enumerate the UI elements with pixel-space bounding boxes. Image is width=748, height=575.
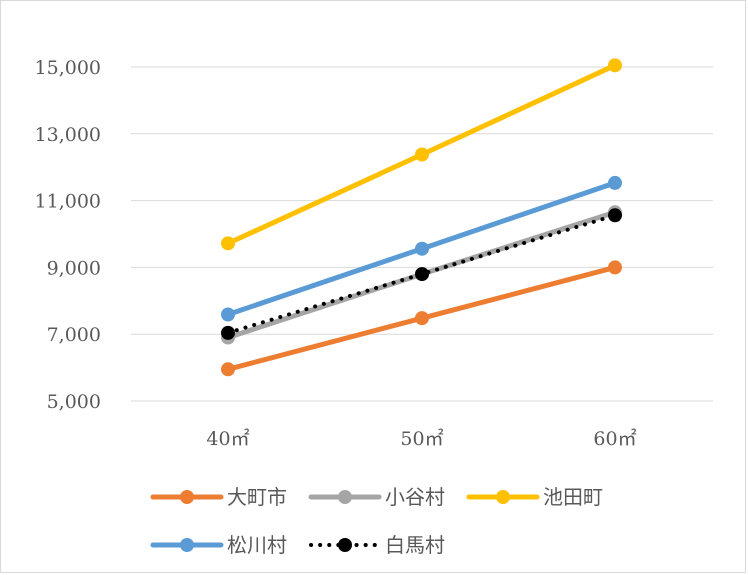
data-point: [221, 362, 235, 377]
y-tick-label: 5,000: [47, 391, 101, 413]
data-point: [608, 208, 622, 223]
legend-swatch-marker: [180, 538, 194, 552]
data-point: [608, 260, 622, 275]
y-tick-label: 7,000: [47, 324, 101, 346]
series: [221, 175, 622, 322]
data-point: [415, 241, 429, 256]
legend-item: 松川村: [150, 533, 287, 557]
x-axis-ticks: 40㎡ 50㎡ 60㎡: [206, 427, 636, 450]
legend-item: 池田町: [466, 485, 603, 509]
legend-label: 小谷村: [385, 485, 445, 509]
x-tick-label: 60㎡: [593, 427, 636, 450]
legend-label: 池田町: [543, 485, 603, 509]
data-point: [221, 307, 235, 322]
series-line: [226, 213, 617, 335]
legend-label: 白馬村: [385, 533, 445, 557]
y-axis-ticks: 5,000 7,000 9,000 11,000 13,000 15,000: [35, 57, 101, 413]
series-group: [221, 58, 622, 377]
y-tick-label: 15,000: [35, 57, 101, 79]
data-point: [608, 58, 622, 73]
x-tick-label: 50㎡: [400, 427, 443, 450]
legend-swatch-marker: [338, 538, 352, 552]
legend-label: 大町市: [227, 485, 287, 509]
data-point: [608, 175, 622, 190]
y-tick-label: 13,000: [35, 124, 101, 146]
gridlines: [131, 66, 713, 402]
y-tick-label: 9,000: [47, 257, 101, 279]
legend-label: 松川村: [227, 533, 287, 557]
legend-item: 白馬村: [309, 533, 445, 557]
legend-swatch-marker: [338, 490, 352, 504]
series: [221, 58, 622, 251]
data-point: [415, 311, 429, 326]
y-tick-label: 11,000: [35, 191, 101, 213]
x-tick-label: 40㎡: [206, 427, 249, 450]
data-point: [415, 147, 429, 162]
data-point: [415, 267, 429, 282]
legend-swatch-marker: [496, 490, 510, 504]
series: [221, 260, 622, 377]
legend-item: 大町市: [150, 485, 287, 509]
series: [221, 208, 622, 340]
data-point: [221, 236, 235, 251]
data-point: [221, 325, 235, 340]
legend-swatch-marker: [180, 490, 194, 504]
legend-item: 小谷村: [308, 485, 445, 509]
